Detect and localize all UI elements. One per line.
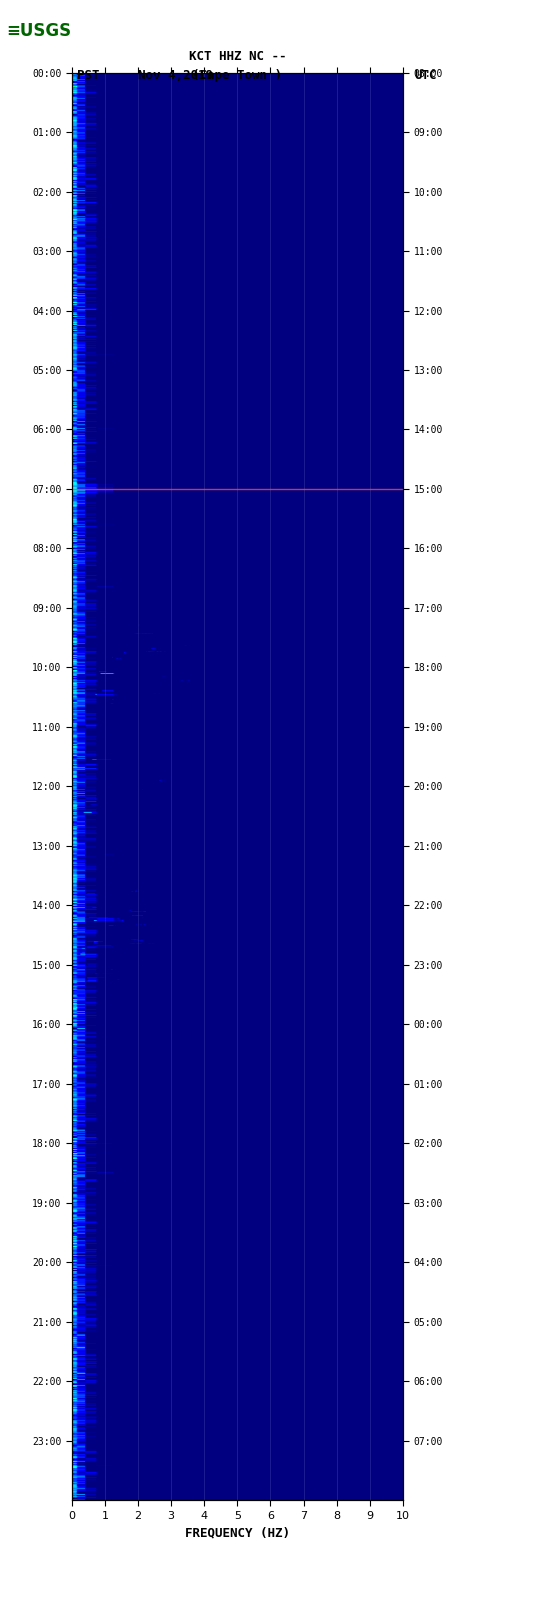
Text: UTC: UTC bbox=[414, 69, 437, 82]
Text: ≡USGS: ≡USGS bbox=[6, 21, 71, 40]
Text: KCT HHZ NC --: KCT HHZ NC -- bbox=[189, 50, 286, 63]
X-axis label: FREQUENCY (HZ): FREQUENCY (HZ) bbox=[185, 1526, 290, 1539]
Text: Nov 4,2019: Nov 4,2019 bbox=[138, 69, 213, 82]
Text: (Cape Town ): (Cape Town ) bbox=[192, 69, 283, 82]
Text: PST: PST bbox=[77, 69, 100, 82]
